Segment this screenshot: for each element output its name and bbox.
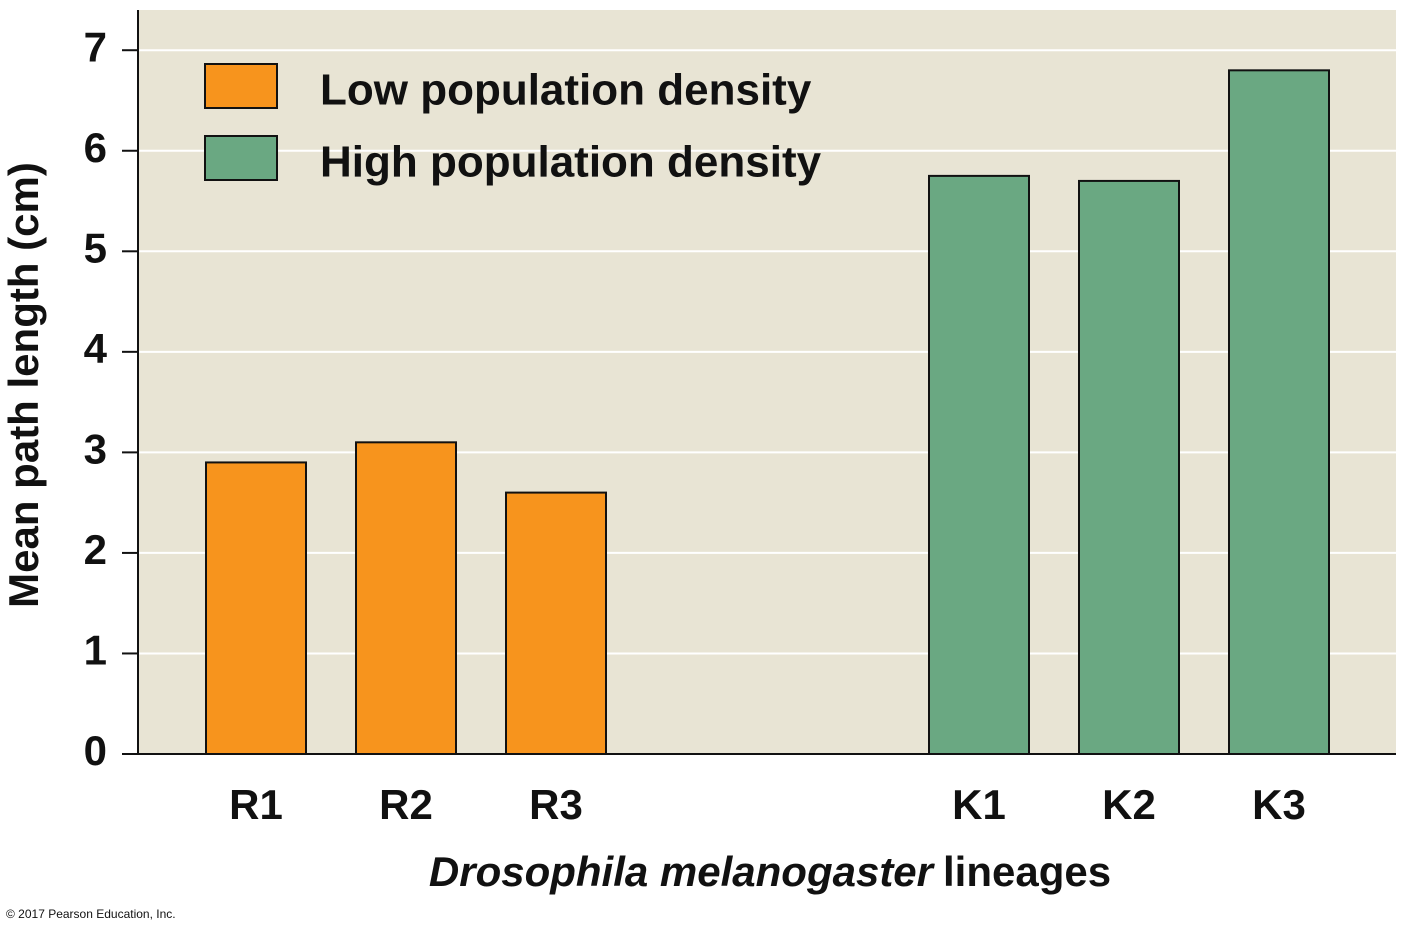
- x-axis-title: Drosophila melanogaster lineages: [429, 848, 1111, 895]
- y-tick-label: 2: [84, 526, 107, 573]
- bar: [355, 441, 457, 755]
- bar: [1078, 179, 1180, 755]
- bar: [1228, 69, 1330, 755]
- x-axis-title-rest: lineages: [943, 848, 1111, 895]
- plot-area: [138, 10, 1396, 754]
- y-tick-label: 0: [84, 727, 107, 774]
- legend-label: Low population density: [320, 66, 812, 115]
- y-tick-label: 5: [84, 224, 107, 271]
- y-tick-label: 3: [84, 425, 107, 472]
- x-tick-label: R2: [379, 781, 433, 828]
- x-tick-label: R3: [529, 781, 583, 828]
- y-tick-label: 1: [84, 627, 107, 674]
- y-tick-label: 6: [84, 124, 107, 171]
- legend-label: High population density: [320, 138, 822, 187]
- x-tick-label: R1: [229, 781, 283, 828]
- bar: [505, 491, 607, 755]
- y-tick-label: 4: [84, 325, 108, 372]
- x-tick-label: K1: [952, 781, 1006, 828]
- y-axis-title: Mean path length (cm): [0, 162, 47, 608]
- footnote: © 2017 Pearson Education, Inc.: [6, 907, 176, 921]
- x-tick-label: K2: [1102, 781, 1156, 828]
- legend-swatch: [204, 135, 278, 181]
- bar: [928, 174, 1030, 755]
- y-tick-label: 7: [84, 23, 107, 70]
- x-axis-title-italic: Drosophila melanogaster: [429, 848, 936, 895]
- legend-swatch: [204, 63, 278, 109]
- bar: [205, 461, 307, 755]
- x-tick-label: K3: [1252, 781, 1306, 828]
